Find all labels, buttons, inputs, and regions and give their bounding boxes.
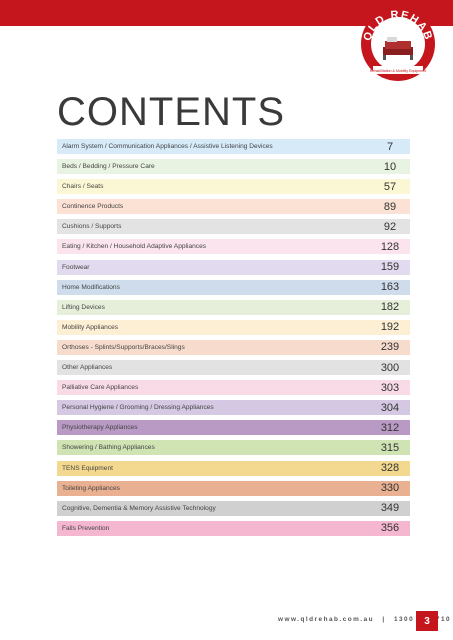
contents-row-page: 182 bbox=[380, 301, 400, 314]
contents-row-label: Toileting Appliances bbox=[62, 484, 120, 492]
contents-row-page: 89 bbox=[383, 200, 397, 213]
contents-row-label: Mobility Appliances bbox=[62, 323, 119, 331]
contents-row[interactable]: Falls Prevention 356 bbox=[57, 520, 410, 536]
contents-row[interactable]: Personal Hygiene / Grooming / Dressing A… bbox=[57, 400, 410, 416]
contents-row-label: Home Modifications bbox=[62, 283, 120, 291]
contents-row-label: Personal Hygiene / Grooming / Dressing A… bbox=[62, 404, 214, 412]
contents-row-label: Other Appliances bbox=[62, 364, 113, 372]
contents-row-label: Lifting Devices bbox=[62, 303, 105, 311]
contents-row[interactable]: Chairs / Seats 57 bbox=[57, 179, 410, 195]
contents-row-label: Chairs / Seats bbox=[62, 183, 104, 191]
contents-row-page: 163 bbox=[380, 281, 400, 294]
contents-row-label: Palliative Care Appliances bbox=[62, 384, 139, 392]
contents-row[interactable]: Continence Products 89 bbox=[57, 199, 410, 215]
contents-row-label: Falls Prevention bbox=[62, 524, 110, 532]
website-link[interactable]: www.qldrehab.com.au bbox=[278, 616, 375, 623]
contents-row[interactable]: Home Modifications 163 bbox=[57, 279, 410, 295]
contents-row-label: Physiotherapy Appliances bbox=[62, 424, 138, 432]
contents-row[interactable]: Other Appliances 300 bbox=[57, 360, 410, 376]
contents-row-page: 57 bbox=[383, 180, 397, 193]
contents-row-label: TENS Equipment bbox=[62, 464, 113, 472]
contents-row[interactable]: Alarm System / Communication Appliances … bbox=[57, 139, 410, 154]
contents-row[interactable]: Palliative Care Appliances 303 bbox=[57, 380, 410, 396]
contents-row-label: Alarm System / Communication Appliances … bbox=[62, 143, 273, 150]
contents-row-page: 159 bbox=[380, 261, 400, 274]
contents-row-page: 356 bbox=[380, 522, 400, 535]
contents-row-label: Continence Products bbox=[62, 203, 124, 211]
contents-row-page: 128 bbox=[380, 240, 400, 253]
contents-row[interactable]: Cushions / Supports 92 bbox=[57, 219, 410, 235]
qld-rehab-logo: QLD REHAB Rehabilitation & Mobility Equi… bbox=[361, 7, 435, 81]
page-title: CONTENTS bbox=[57, 90, 285, 134]
contents-row-page: 328 bbox=[380, 462, 400, 474]
contents-row-label: Beds / Bedding / Pressure Care bbox=[62, 163, 155, 171]
contents-row[interactable]: TENS Equipment 328 bbox=[57, 460, 410, 476]
contents-row-label: Eating / Kitchen / Household Adaptive Ap… bbox=[62, 243, 207, 251]
contents-row-page: 239 bbox=[380, 341, 400, 354]
contents-row[interactable]: Toileting Appliances 330 bbox=[57, 480, 410, 496]
contents-row-page: 10 bbox=[383, 160, 397, 173]
page-number: 3 bbox=[416, 611, 438, 631]
contents-row-page: 300 bbox=[380, 361, 400, 374]
contents-row-label: Cushions / Supports bbox=[62, 223, 122, 231]
contents-row-label: Footwear bbox=[62, 263, 90, 271]
svg-text:Rehabilitation & Mobility Equi: Rehabilitation & Mobility Equipment bbox=[370, 69, 427, 73]
contents-row[interactable]: Beds / Bedding / Pressure Care 10 bbox=[57, 159, 410, 175]
contents-row[interactable]: Mobility Appliances 192 bbox=[57, 319, 410, 335]
contents-row[interactable]: Lifting Devices 182 bbox=[57, 299, 410, 315]
contents-row-label: Orthoses - Splints/Supports/Braces/Sling… bbox=[62, 343, 185, 351]
contents-row-label: Cognitive, Dementia & Memory Assistive T… bbox=[62, 504, 216, 512]
contents-row-page: 304 bbox=[380, 401, 400, 414]
contents-row-page: 312 bbox=[380, 421, 400, 434]
contents-row[interactable]: Eating / Kitchen / Household Adaptive Ap… bbox=[57, 239, 410, 255]
footer-separator: | bbox=[382, 616, 386, 623]
contents-row[interactable]: Footwear 159 bbox=[57, 259, 410, 275]
contents-row-page: 192 bbox=[380, 321, 400, 334]
contents-row-page: 315 bbox=[380, 441, 400, 454]
contents-row-page: 7 bbox=[386, 140, 394, 153]
contents-row[interactable]: Showering / Bathing Appliances 315 bbox=[57, 440, 410, 456]
contents-row-page: 330 bbox=[380, 482, 400, 495]
contents-row[interactable]: Physiotherapy Appliances 312 bbox=[57, 420, 410, 436]
contents-row-page: 349 bbox=[380, 502, 400, 515]
contents-row[interactable]: Orthoses - Splints/Supports/Braces/Sling… bbox=[57, 339, 410, 355]
contents-row[interactable]: Cognitive, Dementia & Memory Assistive T… bbox=[57, 500, 410, 516]
contents-list: Alarm System / Communication Appliances … bbox=[57, 139, 410, 541]
contents-row-label: Showering / Bathing Appliances bbox=[62, 444, 155, 452]
contents-row-page: 92 bbox=[383, 220, 397, 233]
contents-row-page: 303 bbox=[380, 381, 400, 394]
